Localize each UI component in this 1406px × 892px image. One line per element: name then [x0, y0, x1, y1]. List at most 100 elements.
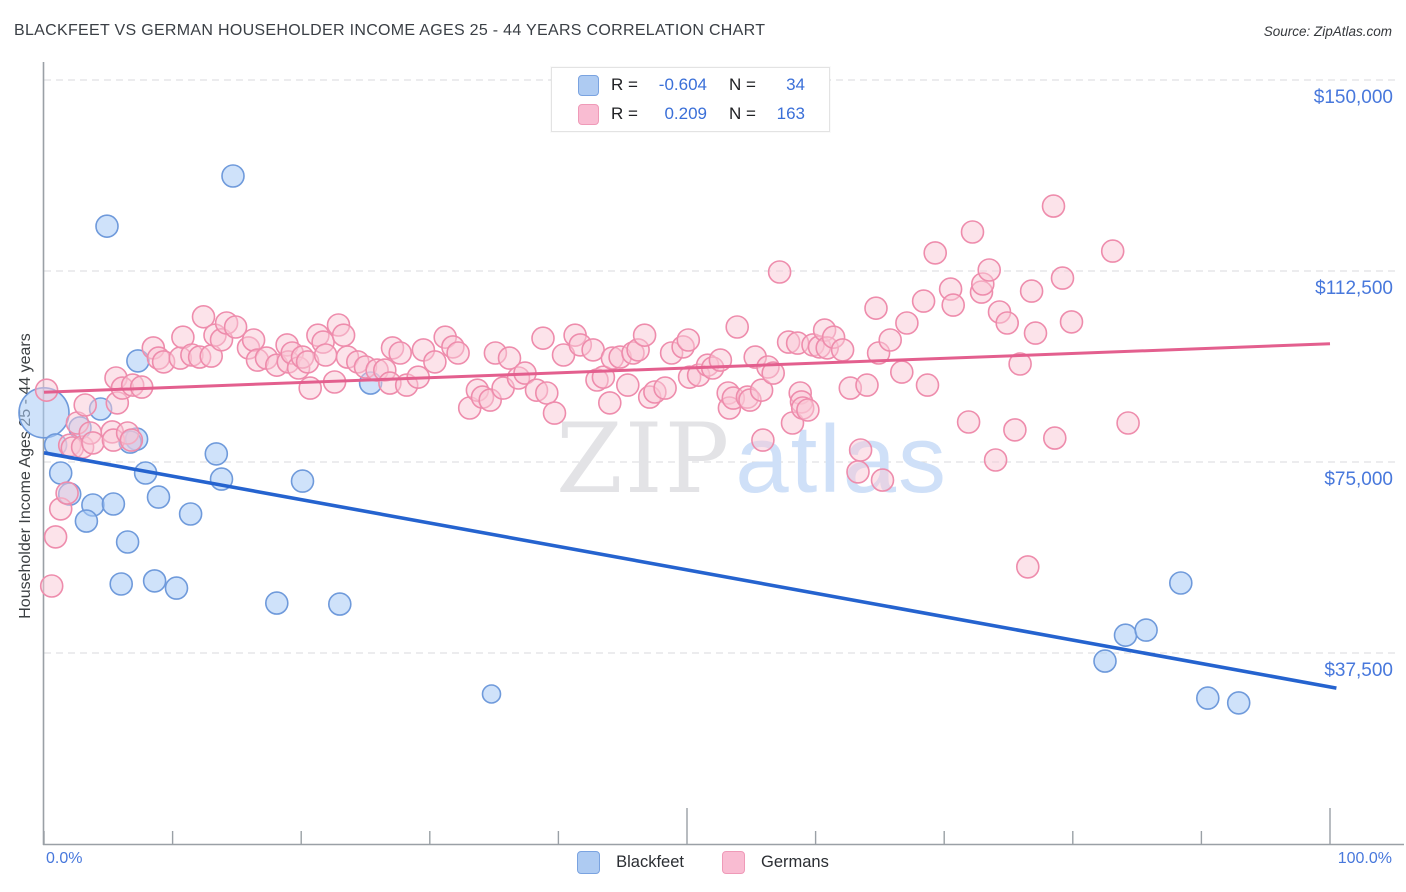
german-point [1008, 352, 1032, 376]
blackfeet-point [221, 164, 245, 188]
german-point [313, 343, 338, 367]
y-axis-tick-label: $150,000 [1313, 87, 1393, 108]
german-point [39, 574, 64, 598]
r-value-germans: 0.209 [664, 104, 707, 123]
blackfeet-point [164, 576, 189, 600]
german-point [388, 341, 413, 365]
blackfeet-point [101, 492, 126, 516]
x-axis-max-label: 100.0% [1337, 850, 1392, 867]
n-label: N = [729, 104, 756, 123]
blackfeet-point [1196, 686, 1220, 710]
n-label: N = [729, 75, 756, 94]
german-point [615, 373, 640, 397]
blackfeet-point [481, 684, 502, 704]
blackfeet-point [146, 485, 171, 509]
r-value-blackfeet: -0.604 [658, 75, 707, 94]
blackfeet-point [109, 572, 133, 596]
legend-label: Blackfeet [616, 853, 684, 871]
blackfeet-point [1093, 649, 1117, 673]
german-point [542, 401, 567, 425]
blackfeet-point [290, 469, 315, 493]
blackfeet-point [48, 461, 73, 485]
german-point [73, 393, 97, 417]
germans-swatch-icon [722, 851, 745, 874]
blackfeet-point [74, 509, 99, 533]
german-point [855, 373, 879, 397]
german-point [878, 328, 903, 352]
blackfeet-trend-line [43, 451, 1337, 690]
blackfeet-point [264, 591, 289, 615]
german-point [767, 260, 792, 284]
legend-item-germans: Germans [722, 851, 829, 874]
german-point [895, 311, 919, 335]
legend-row-blackfeet: R = -0.604 N = 34 [552, 73, 829, 98]
blackfeet-point [1169, 571, 1193, 595]
german-point [676, 328, 701, 352]
german-point [1016, 555, 1040, 579]
german-point [223, 315, 248, 339]
german-point [960, 220, 985, 244]
german-point [1116, 411, 1140, 435]
german-point [846, 460, 870, 484]
series-legend: Blackfeet Germans [0, 851, 1406, 874]
blackfeet-point [1134, 618, 1158, 642]
german-point [911, 289, 936, 313]
blackfeet-point [142, 569, 167, 593]
correlation-legend: R = -0.604 N = 34 R = 0.209 N = 163 [551, 67, 830, 132]
german-point [81, 431, 105, 455]
blackfeet-point [204, 442, 229, 466]
german-point [725, 315, 750, 339]
german-point [446, 341, 470, 365]
german-point [653, 376, 677, 400]
german-point [749, 378, 774, 403]
blackfeet-point [178, 502, 203, 526]
german-point [1019, 279, 1044, 303]
legend-item-blackfeet: Blackfeet [577, 851, 684, 874]
german-point [941, 293, 966, 317]
legend-row-germans: R = 0.209 N = 163 [552, 102, 829, 127]
r-label: R = [611, 75, 638, 94]
y-axis-tick-label: $37,500 [1324, 660, 1393, 681]
german-point [983, 448, 1008, 472]
german-point [1100, 239, 1125, 263]
y-axis-tick-label: $75,000 [1324, 469, 1393, 490]
german-point [830, 338, 855, 362]
german-point [761, 361, 786, 385]
blackfeet-point [1226, 691, 1251, 715]
german-point [923, 241, 948, 265]
germans-trend-line [43, 342, 1331, 394]
legend-label: Germans [761, 853, 829, 871]
german-point [497, 346, 522, 370]
blackfeet-point [95, 214, 119, 238]
x-axis-min-label: 0.0% [46, 850, 83, 867]
zipatlas-watermark: ZIPatlas [556, 403, 948, 515]
german-point [1050, 266, 1075, 290]
german-point [956, 410, 981, 434]
german-point [331, 323, 356, 348]
german-point [751, 428, 775, 452]
german-point [1043, 426, 1067, 450]
german-point [597, 391, 622, 415]
german-point [848, 438, 873, 462]
german-point [796, 398, 820, 422]
blackfeet-swatch-icon [577, 851, 601, 874]
german-point [915, 373, 940, 397]
blackfeet-point [1113, 623, 1138, 648]
german-point [870, 468, 895, 492]
german-point [1059, 310, 1084, 334]
german-point [43, 525, 68, 549]
page-title: BLACKFEET VS GERMAN HOUSEHOLDER INCOME A… [14, 22, 766, 39]
r-label: R = [611, 104, 638, 123]
german-point [534, 381, 559, 405]
german-point [632, 323, 657, 348]
german-point [1041, 194, 1066, 218]
source-attribution: Source: ZipAtlas.com [1263, 24, 1392, 39]
blackfeet-swatch-icon [578, 74, 599, 96]
german-point [1023, 321, 1048, 345]
german-point [119, 428, 144, 452]
n-value-germans: 163 [776, 104, 805, 123]
german-point [889, 360, 914, 384]
german-point [55, 481, 79, 505]
n-value-blackfeet: 34 [786, 75, 805, 94]
